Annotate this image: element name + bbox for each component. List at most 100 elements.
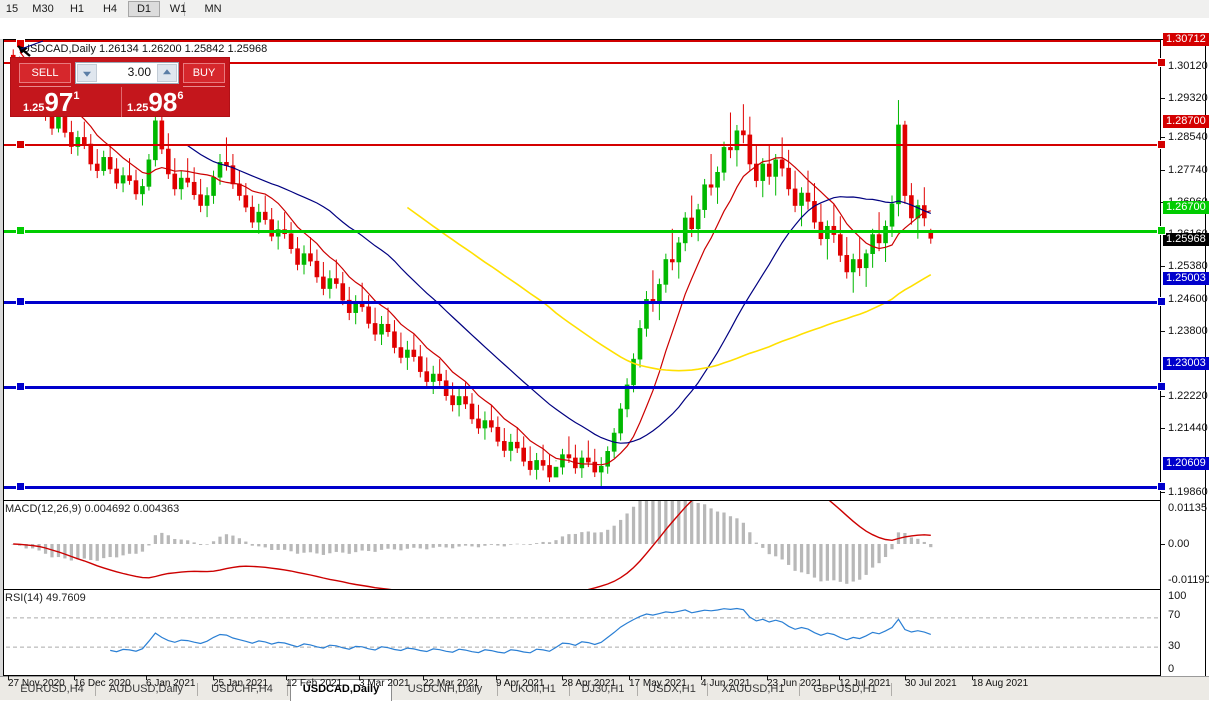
price-label-1.30712[interactable]: 1.30712 [1163, 33, 1209, 46]
title-level-line [4, 40, 1160, 42]
price-scale[interactable]: 1.301201.293201.285401.277401.269601.261… [1161, 33, 1209, 676]
price-label-1.26700[interactable]: 1.26700 [1163, 201, 1209, 214]
volume-decrease-button[interactable] [77, 64, 97, 82]
chart-area[interactable]: USDCAD,Daily 1.26134 1.26200 1.25842 1.2… [0, 18, 1209, 692]
level-handle-support-blue-1[interactable] [16, 297, 25, 306]
sell-price[interactable]: 1.25971 [23, 88, 79, 116]
level-handle-right-resistance-top[interactable] [1157, 58, 1166, 67]
macd-scale-label: 0.00 [1168, 538, 1190, 550]
chevron-down-icon [83, 71, 91, 77]
level-handle-right-support-blue-2[interactable] [1157, 382, 1166, 391]
level-handle-resistance-mid[interactable] [16, 140, 25, 149]
date-label: 12 Feb 2021 [286, 678, 343, 689]
price-label-1.20609[interactable]: 1.20609 [1163, 457, 1209, 470]
level-handle-support-green[interactable] [16, 226, 25, 235]
rsi-label: RSI(14) 49.7609 [5, 592, 86, 604]
timeframe-w1[interactable]: W1 [169, 3, 187, 15]
price-tick [1161, 266, 1165, 267]
level-line-support-blue-3[interactable] [4, 486, 1160, 489]
sell-price-prefix: 1.25 [23, 102, 45, 114]
timeframe-d1[interactable]: D1 [128, 1, 160, 17]
level-handle-support-blue-3[interactable] [16, 482, 25, 491]
macd-scale-label: -0.01190 [1168, 574, 1209, 586]
price-label-1.28700[interactable]: 1.28700 [1163, 115, 1209, 128]
panel-divider [121, 87, 122, 117]
level-handle-right-support-green[interactable] [1157, 226, 1166, 235]
tab-usdx-h1[interactable]: USDX,H1 [648, 683, 696, 695]
tab-dj30-h1[interactable]: DJ30,H1 [581, 683, 625, 695]
tab-xauusd-h1[interactable]: XAUUSD,H1 [721, 683, 785, 695]
level-line-support-blue-2[interactable] [4, 386, 1160, 389]
level-line-support-blue-1[interactable] [4, 301, 1160, 304]
level-handle-right-support-blue-1[interactable] [1157, 297, 1166, 306]
price-tick [1161, 396, 1165, 397]
timeframe-15[interactable]: 15 [5, 3, 19, 15]
date-label: 16 Dec 2020 [74, 678, 131, 689]
macd-scale-label: 0.01135 [1168, 502, 1207, 514]
timeframe-m30[interactable]: M30 [32, 3, 54, 15]
rsi-plot [4, 590, 1160, 675]
tab-usdcnh-daily[interactable]: USDCNH,Daily [407, 683, 483, 695]
level-handle-right-support-blue-3[interactable] [1157, 482, 1166, 491]
price-label-1.25968[interactable]: 1.25968 [1163, 233, 1209, 246]
price-tick [1161, 492, 1165, 493]
buy-button[interactable]: BUY [183, 63, 225, 83]
macd-plot [4, 501, 1160, 589]
rsi-scale-label: 100 [1168, 590, 1187, 602]
date-tick [629, 676, 630, 680]
tab-ukoil-h1[interactable]: UKOil,H1 [510, 683, 556, 695]
tab-usdchf-h4[interactable]: USDCHF,H4 [211, 683, 273, 695]
date-label: 22 Mar 2021 [423, 678, 480, 689]
tab-audusd-daily[interactable]: AUDUSD,Daily [109, 683, 183, 695]
price-tick-label: 1.21440 [1168, 422, 1208, 434]
date-tick [496, 676, 497, 680]
tab-gbpusd-h1[interactable]: GBPUSD,H1 [813, 683, 877, 695]
volume-value[interactable]: 3.00 [127, 65, 151, 79]
date-tick [423, 676, 424, 680]
date-label: 3 Mar 2021 [359, 678, 410, 689]
price-tick-label: 1.24600 [1168, 293, 1208, 305]
timeframe-h1[interactable]: H1 [69, 3, 85, 15]
price-axis-line [1160, 39, 1161, 692]
one-click-trade-panel[interactable]: SELL 3.00 BUY 1.25971 1.25986 [10, 57, 230, 117]
tab-separator [569, 683, 570, 696]
level-line-support-green[interactable] [4, 230, 1160, 233]
rsi-scale-label: 0 [1168, 663, 1175, 675]
date-label: 4 Jun 2021 [701, 678, 751, 689]
tab-separator [891, 683, 892, 696]
tab-separator [707, 683, 708, 696]
volume-stepper[interactable]: 3.00 [75, 62, 179, 84]
buy-divider [183, 86, 225, 87]
sell-price-sup: 1 [73, 90, 80, 103]
chart-title: USDCAD,Daily 1.26134 1.26200 1.25842 1.2… [22, 43, 268, 55]
tab-eurusd-h4[interactable]: EURUSD,H4 [20, 683, 84, 695]
price-tick-label: 1.22220 [1168, 390, 1208, 402]
date-label: 18 Aug 2021 [972, 678, 1029, 689]
tab-separator [197, 683, 198, 696]
chart-tabs[interactable]: EURUSD,H4 AUDUSD,Daily USDCHF,H4 USDCAD,Dai… [0, 676, 1209, 701]
date-label: 27 Nov 2020 [8, 678, 65, 689]
chart-scroll-gutter[interactable] [0, 39, 3, 692]
price-tick [1161, 428, 1165, 429]
price-tick-label: 1.25380 [1168, 260, 1208, 272]
price-tick-label: 1.23800 [1168, 325, 1208, 337]
level-handle-right-resistance-mid[interactable] [1157, 140, 1166, 149]
level-handle-support-blue-2[interactable] [16, 382, 25, 391]
price-label-1.23003[interactable]: 1.23003 [1163, 357, 1209, 370]
price-label-1.25003[interactable]: 1.25003 [1163, 272, 1209, 285]
tab-usdcad-daily[interactable]: USDCAD,Daily [290, 679, 392, 701]
buy-price[interactable]: 1.25986 [127, 88, 183, 116]
sell-button[interactable]: SELL [19, 63, 71, 83]
timeframe-h4[interactable]: H4 [102, 3, 118, 15]
buy-price-prefix: 1.25 [127, 102, 149, 114]
tab-separator [95, 683, 96, 696]
level-line-resistance-top[interactable] [4, 62, 1160, 64]
sell-price-big: 97 [44, 87, 74, 117]
rsi-scale-label: 30 [1168, 640, 1181, 652]
date-tick [213, 676, 214, 680]
level-line-resistance-mid[interactable] [4, 144, 1160, 146]
timeframe-mn[interactable]: MN [204, 3, 222, 15]
volume-increase-button[interactable] [157, 64, 177, 82]
date-tick [972, 676, 973, 680]
date-label: 17 May 2021 [629, 678, 687, 689]
